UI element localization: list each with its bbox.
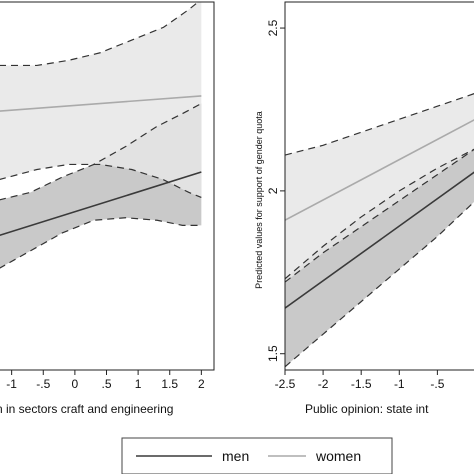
ci-bound-men-ci-low: [0, 217, 202, 269]
y-tick-label: 2: [266, 187, 280, 194]
plot-area: [0, 2, 202, 269]
ci-bound-men-ci-high: [285, 148, 474, 280]
ci-bound-men-ci-low: [285, 201, 474, 368]
y-tick-label: 2.5: [266, 19, 280, 36]
ci-band-women: [285, 93, 474, 283]
fit-line-women: [0, 95, 202, 112]
plot-frame: [284, 1, 474, 371]
ci-band-women: [0, 2, 202, 198]
x-tick-label: -1: [6, 377, 17, 391]
fit-line-men: [285, 171, 474, 309]
x-tick-label: -.5: [430, 377, 444, 391]
legend-women-label: women: [315, 448, 361, 464]
x-tick-label: -1: [394, 377, 405, 391]
fit-line-women: [285, 119, 474, 221]
fit-line-men: [0, 171, 202, 237]
plot-area: [285, 93, 474, 368]
legend: men women: [121, 437, 393, 474]
right-panel: -2.5 -2 -1.5 -1 -.5 1.5 2 2.5: [266, 1, 474, 391]
legend-men-label: men: [222, 448, 249, 464]
x-tick-label: 2: [198, 377, 205, 391]
x-tick-label: -2: [318, 377, 329, 391]
left-panel: -1 -.5 0 .5 1 1.5 2: [0, 1, 215, 391]
ci-bound-women-ci-high: [0, 2, 200, 67]
right-y-axis-title: Predicted values for support of gender q…: [254, 111, 264, 289]
ci-bound-women-ci-low: [285, 148, 474, 283]
right-x-axis-title: Public opinion: state int: [305, 402, 429, 416]
x-tick-label: 1.5: [161, 377, 178, 391]
x-tick-label: -.5: [36, 377, 50, 391]
ci-band-men: [285, 149, 474, 367]
ci-bound-men-ci-high: [0, 102, 202, 201]
x-tick-label: 0: [72, 377, 79, 391]
x-tick-label: -2.5: [275, 377, 296, 391]
y-tick-label: 1.5: [266, 345, 280, 362]
x-tick-label: 1: [135, 377, 142, 391]
ci-bound-women-ci-high: [285, 93, 474, 156]
left-x-axis-title: n in sectors craft and engineering: [0, 402, 173, 416]
x-tick-label: .5: [101, 377, 111, 391]
x-tick-label: -1.5: [351, 377, 372, 391]
